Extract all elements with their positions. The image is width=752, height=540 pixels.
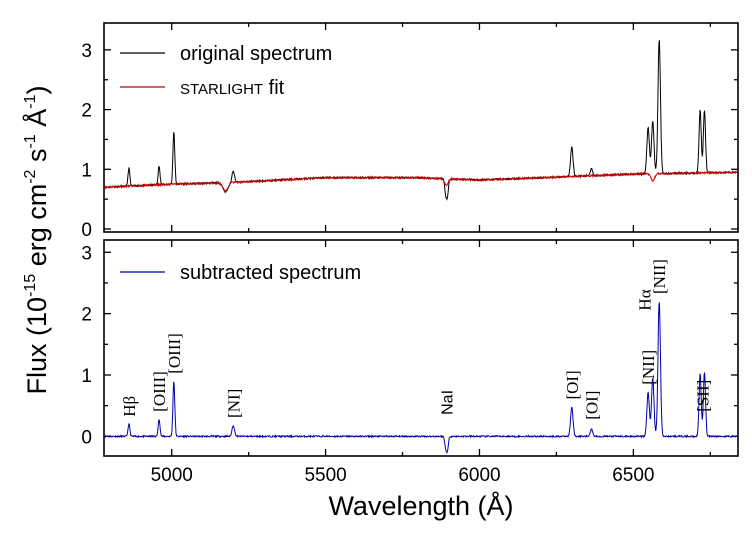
y-tick-label-top: 3 xyxy=(81,41,92,62)
x-tick-label: 6500 xyxy=(612,465,654,486)
y-axis-title: Flux (10-15 erg cm-2 s-1 Å-1) xyxy=(21,86,52,395)
y-tick-label-bottom: 1 xyxy=(81,366,92,387)
bottom-legend: subtracted spectrum xyxy=(120,262,361,284)
annotation-7: [NII] xyxy=(639,350,658,385)
ylabel-exp4: -1 xyxy=(22,94,39,108)
annotation-2: [OIII] xyxy=(165,333,184,374)
annotation-8: Hα xyxy=(636,289,655,310)
x-tick-label: 6000 xyxy=(458,465,500,486)
legend-label-subtracted: subtracted spectrum xyxy=(180,262,361,284)
y-tick-label-bottom: 2 xyxy=(81,305,92,326)
legend-label-starlight: STARLIGHT fit xyxy=(180,77,285,99)
line-annotations: Hβ [OIII][OIII][NI] NaI[OI][OI][NII]Hα[NII… xyxy=(120,259,712,420)
y-tick-label-bottom: 3 xyxy=(81,243,92,264)
ylabel-exp2: -2 xyxy=(22,169,39,183)
y-tick-label-top: 2 xyxy=(81,101,92,122)
ylabel-erg: erg cm xyxy=(22,184,52,274)
ylabel-s: s xyxy=(22,149,52,170)
bottom-panel-series xyxy=(103,302,738,455)
x-tick-label: 5000 xyxy=(151,465,193,486)
fit-word: fit xyxy=(263,77,285,99)
ylabel-exp3: -1 xyxy=(22,134,39,148)
annotation-6: [OI] xyxy=(583,391,602,420)
ylabel-angstrom: Å xyxy=(21,109,52,135)
y-tick-label-top: 1 xyxy=(81,160,92,181)
top-legend: original spectrum STARLIGHT fit xyxy=(120,43,332,99)
legend-label-original: original spectrum xyxy=(180,43,332,65)
y-tick-label-bottom: 0 xyxy=(81,427,92,448)
ylabel-exp1: -15 xyxy=(22,274,39,297)
ylabel-prefix: Flux (10 xyxy=(22,297,52,395)
series-line-starlight-fit xyxy=(103,170,739,194)
starlight-caps: STARLIGHT xyxy=(180,81,263,98)
y-tick-label-top: 0 xyxy=(81,220,92,241)
x-axis-title: Wavelength (Å) xyxy=(328,490,513,521)
annotation-10: [SII] xyxy=(693,380,712,412)
annotation-0: Hβ xyxy=(120,396,139,417)
annotation-5: [OI] xyxy=(563,370,582,399)
annotation-4: NaI xyxy=(440,390,457,415)
annotation-1: [OIII] xyxy=(150,371,169,412)
x-tick-label: 5500 xyxy=(304,465,346,486)
annotation-9: [NII] xyxy=(650,259,669,294)
top-panel-frame xyxy=(103,22,739,233)
annotation-3: [NI] xyxy=(224,389,243,418)
ylabel-close: ) xyxy=(22,86,52,95)
bottom-panel-frame xyxy=(103,239,739,457)
top-panel-series xyxy=(103,40,739,201)
series-line-subtracted-spectrum xyxy=(103,302,738,455)
